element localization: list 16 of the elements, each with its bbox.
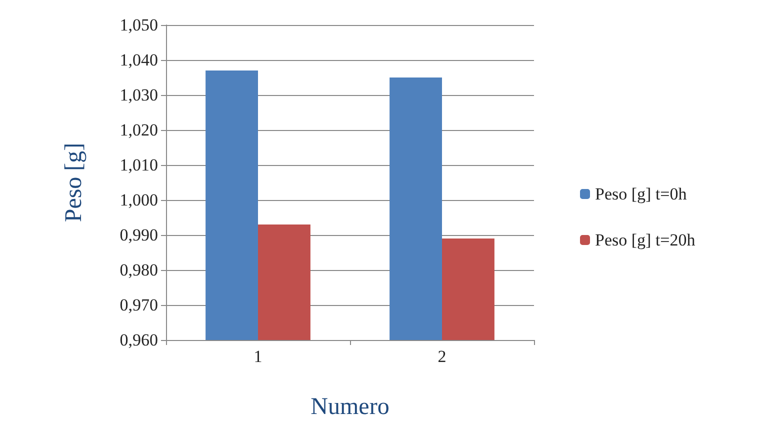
y-tick-label: 1,010 — [120, 156, 158, 174]
legend-label: Peso [g] t=0h — [595, 184, 688, 204]
y-axis-title: Peso [g] — [61, 142, 87, 222]
y-tick-label: 0,960 — [120, 330, 158, 350]
y-tick-label: 1,050 — [120, 16, 158, 34]
y-tick-label: 0,980 — [120, 260, 158, 280]
y-tick-label: 1,000 — [120, 190, 158, 210]
y-tick-label: 0,970 — [120, 296, 158, 314]
y-tick-label: 1,040 — [120, 50, 158, 70]
x-tick-label: 2 — [438, 347, 446, 366]
legend-label: Peso [g] t=20h — [595, 230, 696, 250]
x-axis-title: Numero — [310, 394, 390, 420]
y-tick-label: 0,990 — [120, 226, 158, 244]
x-tick-label: 1 — [254, 347, 262, 366]
y-tick-label: 1,030 — [120, 86, 158, 104]
y-tick-label: 1,020 — [120, 120, 158, 140]
